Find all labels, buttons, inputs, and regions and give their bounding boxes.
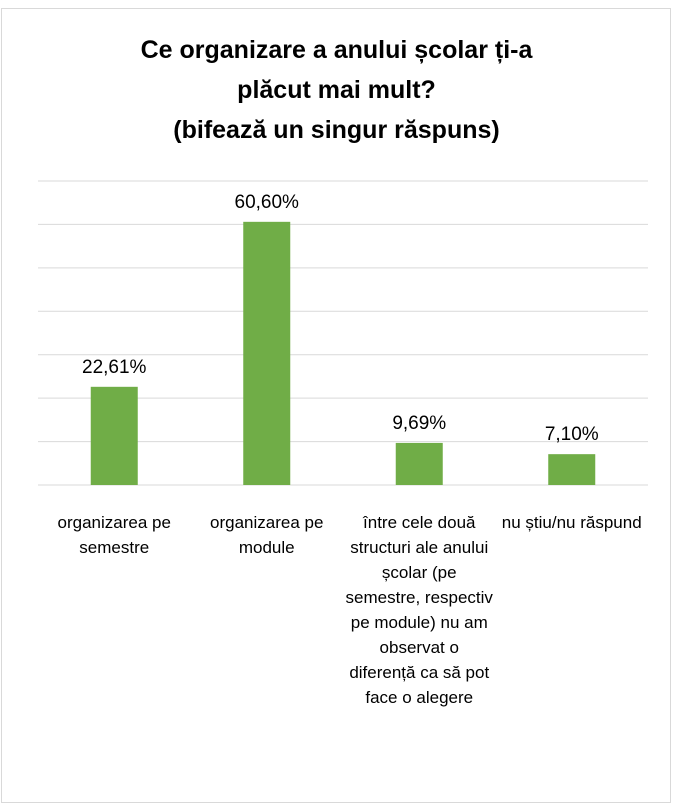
x-tick-label: între cele două structuri ale anului șco… [345,513,493,707]
chart-title: Ce organizare a anului școlar ți-a plăcu… [140,36,533,144]
value-label: 60,60% [235,192,300,213]
value-label: 9,69% [392,413,446,434]
x-tick-label: organizarea pe module [210,513,324,557]
x-tick-label: organizarea pe semestre [57,513,171,557]
value-label: 7,10% [545,424,599,445]
bar [90,386,138,485]
bar [548,454,596,485]
x-tick-label: nu știu/nu răspund [501,513,642,532]
bar [243,221,291,485]
value-label: 22,61% [82,357,147,378]
bar [395,442,443,485]
